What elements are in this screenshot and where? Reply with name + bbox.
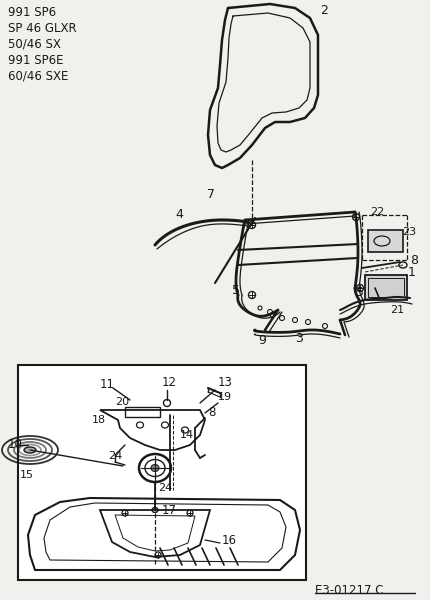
Text: 5: 5 xyxy=(231,283,240,296)
Ellipse shape xyxy=(248,292,255,298)
Ellipse shape xyxy=(356,284,362,292)
Text: 9: 9 xyxy=(258,334,265,346)
Text: 24: 24 xyxy=(108,451,122,461)
Text: 20: 20 xyxy=(115,397,129,407)
Text: 15: 15 xyxy=(20,470,34,480)
Bar xyxy=(364,275,406,300)
Text: 21: 21 xyxy=(389,305,403,315)
Text: 22: 22 xyxy=(369,207,384,217)
Text: E3-01217 C: E3-01217 C xyxy=(314,583,383,596)
Ellipse shape xyxy=(150,464,159,472)
Text: 19: 19 xyxy=(218,392,232,402)
Text: 11: 11 xyxy=(100,379,115,391)
Text: 7: 7 xyxy=(206,188,215,202)
Text: 16: 16 xyxy=(221,533,237,547)
Text: 8: 8 xyxy=(409,253,417,266)
Text: 60/46 SXE: 60/46 SXE xyxy=(8,70,68,82)
Bar xyxy=(18,365,305,580)
Text: 3: 3 xyxy=(294,331,302,344)
Text: 13: 13 xyxy=(218,377,232,389)
Text: 1: 1 xyxy=(407,265,415,278)
Text: 8: 8 xyxy=(208,406,215,419)
Text: 50/46 SX: 50/46 SX xyxy=(8,37,61,50)
Bar xyxy=(125,407,160,417)
Ellipse shape xyxy=(352,214,359,220)
Text: 991 SP6: 991 SP6 xyxy=(8,5,56,19)
Text: 12: 12 xyxy=(162,377,177,389)
Text: 24: 24 xyxy=(158,483,172,493)
Text: 18: 18 xyxy=(92,415,106,425)
Text: SP 46 GLXR: SP 46 GLXR xyxy=(8,22,77,34)
Text: 2: 2 xyxy=(319,4,327,16)
Text: 991 SP6E: 991 SP6E xyxy=(8,53,63,67)
Text: 17: 17 xyxy=(162,503,177,517)
Text: 23: 23 xyxy=(401,227,415,237)
Text: 5: 5 xyxy=(355,286,363,298)
Bar xyxy=(367,278,403,297)
Text: 4: 4 xyxy=(175,208,182,221)
Ellipse shape xyxy=(248,221,255,229)
Bar xyxy=(367,230,402,252)
Text: 14: 14 xyxy=(180,430,194,440)
Text: 10: 10 xyxy=(8,439,23,451)
Ellipse shape xyxy=(24,447,36,453)
